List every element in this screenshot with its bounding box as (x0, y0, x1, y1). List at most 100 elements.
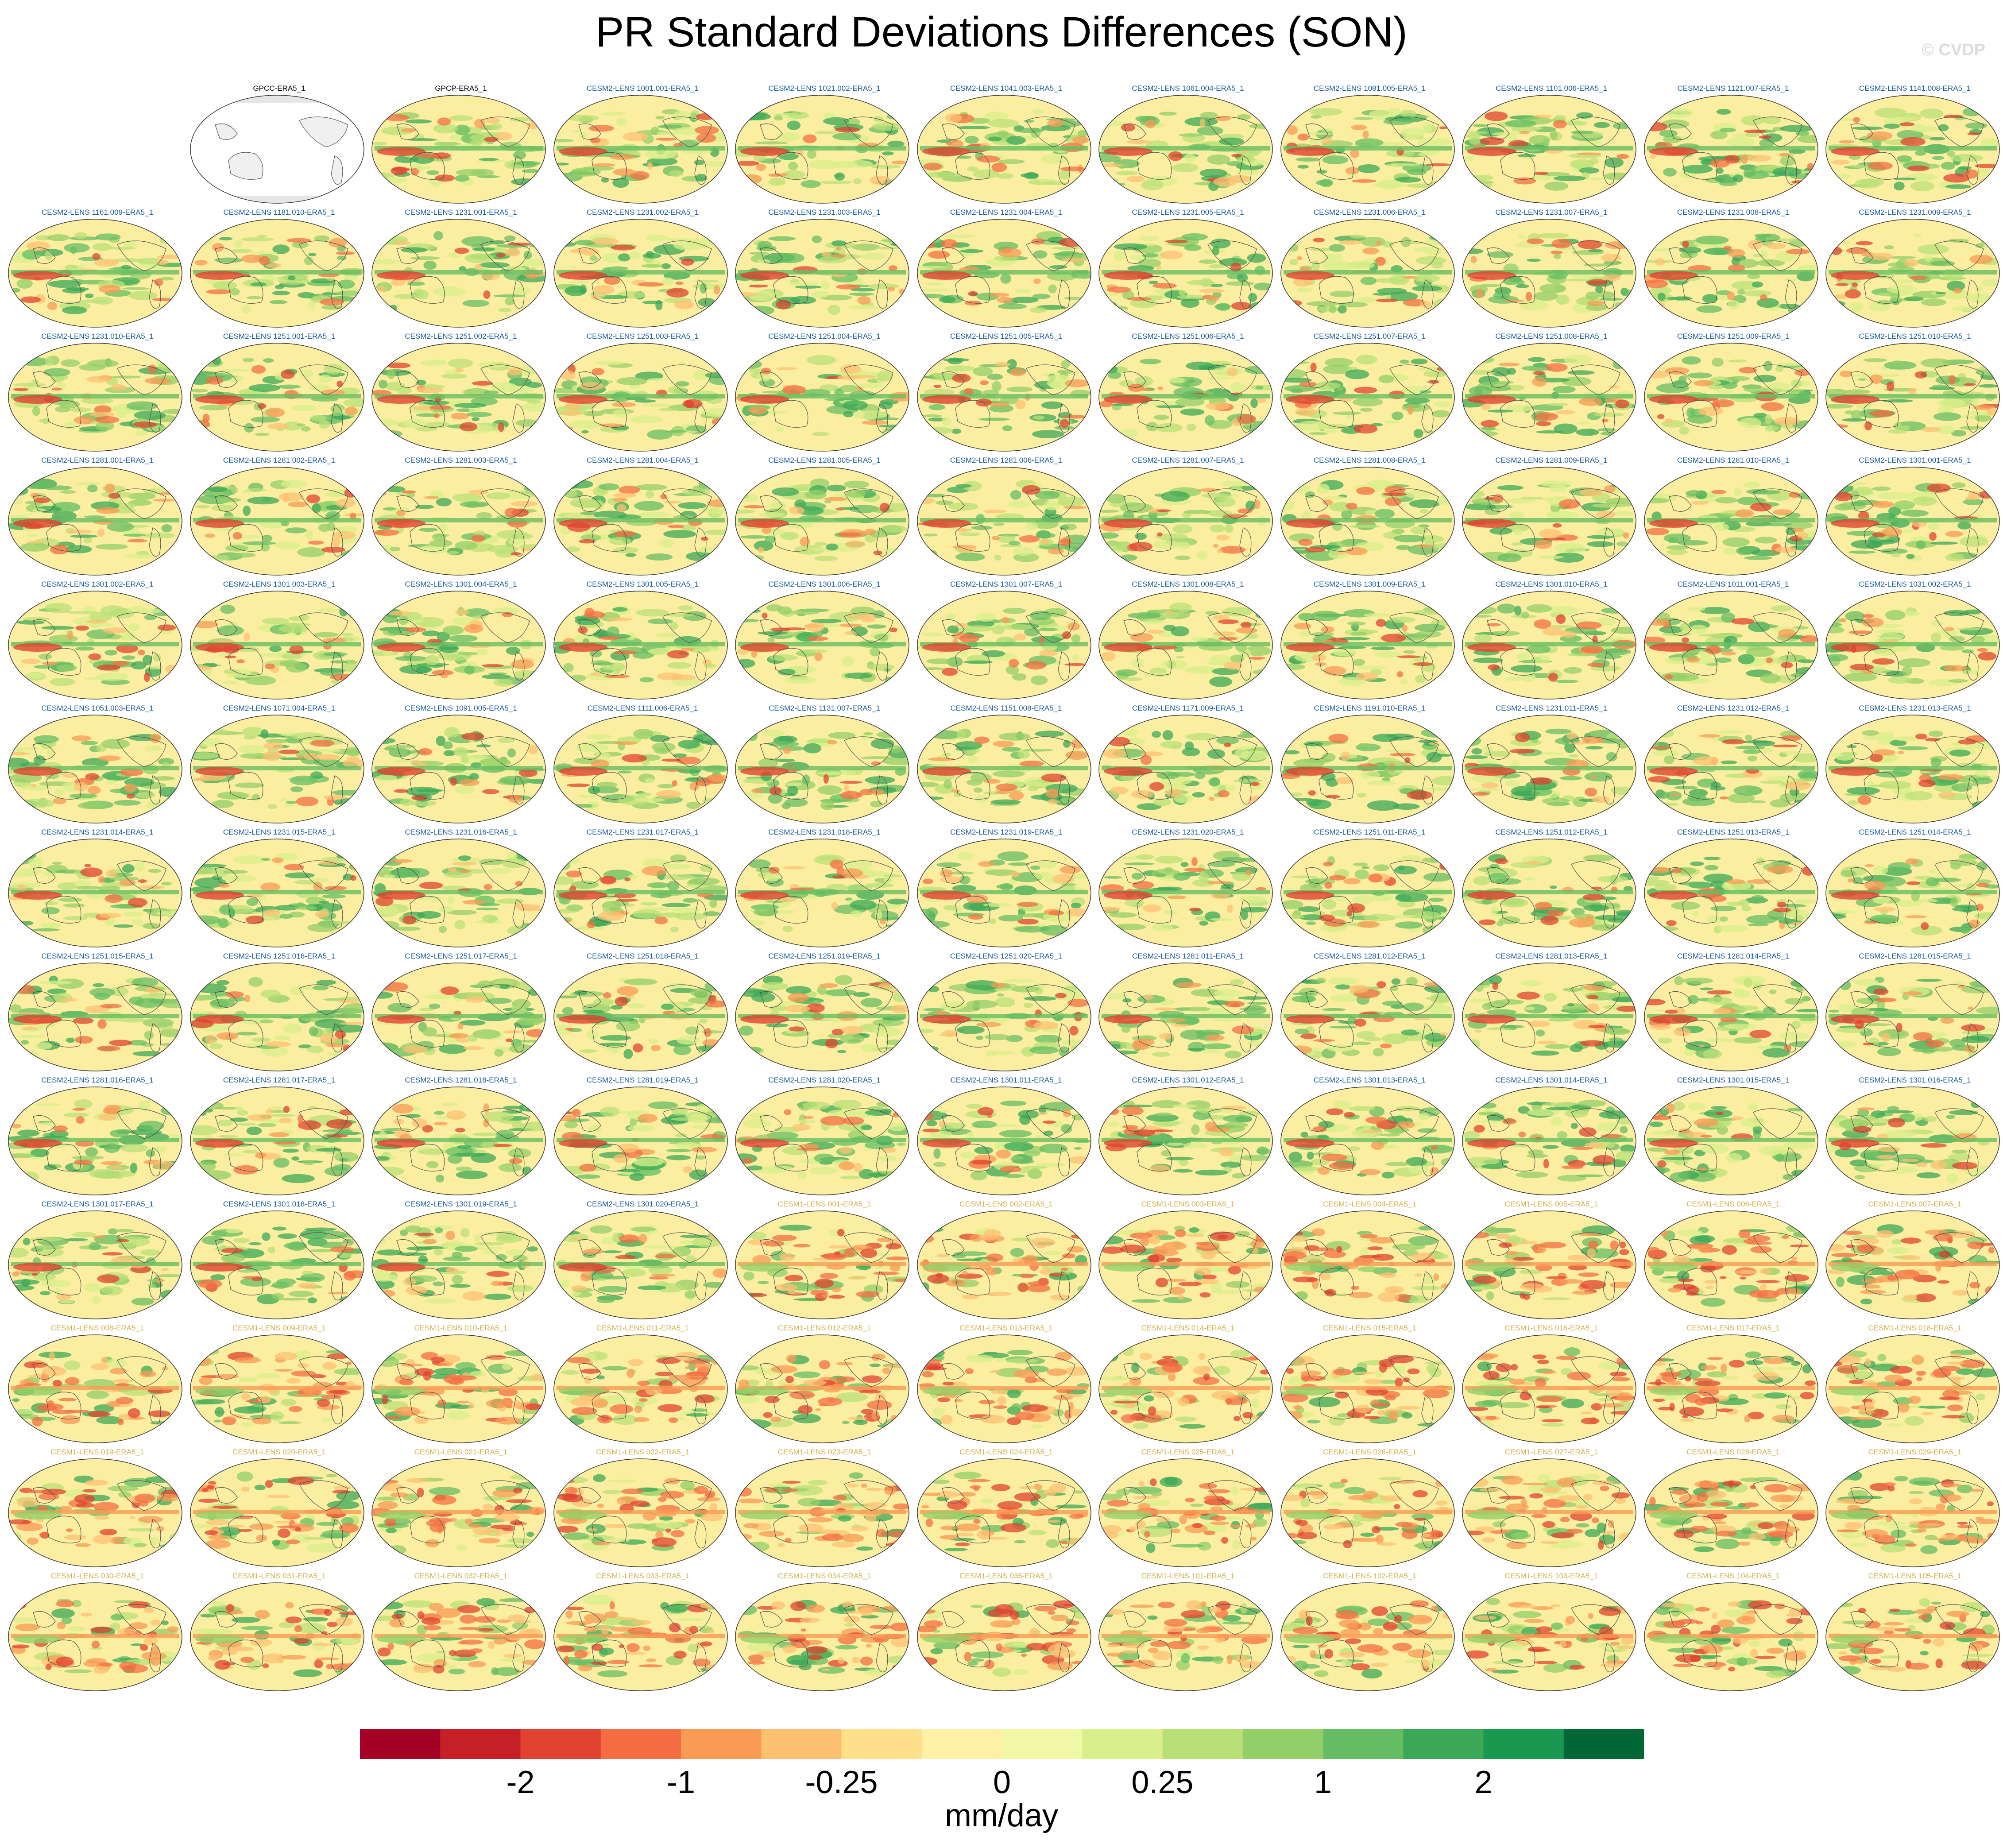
map-panel: GPCC-ERA5_1 (189, 84, 370, 208)
panel-label: CESM1-LENS 014-ERA5_1 (1141, 1324, 1235, 1332)
colorbar-tick-label: -2 (506, 1765, 535, 1800)
map-image (8, 1458, 182, 1567)
panel-label: CESM2-LENS 1301.006-ERA5_1 (768, 580, 881, 588)
map-panel: CESM2-LENS 1231.013-ERA5_1 (1824, 704, 2003, 828)
map-image (1643, 343, 1818, 452)
panel-label: CESM1-LENS 027-ERA5_1 (1504, 1448, 1598, 1456)
map-image (1280, 1086, 1455, 1195)
map-image (189, 839, 364, 947)
panel-label: CESM2-LENS 1301.005-ERA5_1 (586, 580, 699, 588)
panel-label: CESM2-LENS 1281.012-ERA5_1 (1313, 952, 1426, 960)
map-panel: CESM2-LENS 1231.003-ERA5_1 (734, 208, 915, 332)
panel-label: CESM2-LENS 1231.001-ERA5_1 (405, 208, 517, 217)
panel-label: CESM1-LENS 035-ERA5_1 (959, 1572, 1053, 1580)
map-image (916, 95, 1091, 204)
panel-label: CESM1-LENS 031-ERA5_1 (232, 1572, 326, 1580)
map-image (371, 219, 546, 328)
map-panel: CESM2-LENS 1051.003-ERA5_1 (7, 704, 188, 828)
panel-label: CESM2-LENS 1251.019-ERA5_1 (768, 952, 881, 960)
map-image (1825, 715, 2000, 823)
map-image (1462, 467, 1636, 576)
panel-label: CESM2-LENS 1301.012-ERA5_1 (1132, 1076, 1244, 1084)
panel-label: CESM2-LENS 1051.003-ERA5_1 (41, 704, 154, 712)
colorbar-swatch (681, 1729, 762, 1759)
panel-label: CESM1-LENS 020-ERA5_1 (232, 1448, 326, 1456)
panel-label: CESM1-LENS 006-ERA5_1 (1686, 1200, 1780, 1208)
panel-label: CESM2-LENS 1231.017-ERA5_1 (586, 828, 699, 836)
map-panel: CESM2-LENS 1231.006-ERA5_1 (1279, 208, 1461, 332)
map-image (916, 343, 1091, 452)
panel-label: CESM2-LENS 1061.004-ERA5_1 (1132, 84, 1244, 93)
panel-label: CESM2-LENS 1011.001-ERA5_1 (1677, 580, 1789, 588)
map-panel: CESM1-LENS 011-ERA5_1 (552, 1324, 734, 1448)
panel-label: CESM2-LENS 1251.011-ERA5_1 (1314, 828, 1426, 836)
map-panel: CESM1-LENS 023-ERA5_1 (734, 1448, 915, 1572)
panel-label: CESM2-LENS 1251.006-ERA5_1 (1132, 332, 1244, 340)
map-panel: CESM2-LENS 1301.007-ERA5_1 (916, 580, 1097, 704)
colorbar-swatch (1563, 1729, 1644, 1759)
panel-label: CESM1-LENS 034-ERA5_1 (777, 1572, 871, 1580)
map-panel: CESM1-LENS 019-ERA5_1 (7, 1448, 188, 1572)
cvdp-credit: © CVDP (1921, 41, 1985, 59)
map-image (371, 1210, 546, 1319)
panel-label: CESM1-LENS 030-ERA5_1 (50, 1572, 144, 1580)
map-image (1462, 219, 1636, 328)
map-panel: CESM1-LENS 003-ERA5_1 (1097, 1200, 1279, 1324)
panel-label: CESM2-LENS 1301.016-ERA5_1 (1859, 1076, 1971, 1084)
map-panel: CESM2-LENS 1281.019-ERA5_1 (552, 1076, 734, 1200)
map-image (189, 1210, 364, 1319)
panel-label: CESM2-LENS 1251.014-ERA5_1 (1859, 828, 1971, 836)
map-image (8, 467, 182, 576)
panel-label: CESM1-LENS 028-ERA5_1 (1686, 1448, 1780, 1456)
map-image (8, 1582, 182, 1691)
map-panel: CESM1-LENS 014-ERA5_1 (1097, 1324, 1279, 1448)
colorbar (360, 1729, 1644, 1759)
map-image (371, 591, 546, 700)
map-image (735, 1458, 909, 1567)
map-image (371, 1086, 546, 1195)
map-image (1643, 467, 1818, 576)
map-panel: CESM1-LENS 105-ERA5_1 (1824, 1572, 2003, 1696)
map-panel: CESM2-LENS 1251.003-ERA5_1 (552, 332, 734, 456)
map-panel: CESM2-LENS 1281.007-ERA5_1 (1097, 456, 1279, 580)
map-panel: CESM2-LENS 1251.010-ERA5_1 (1824, 332, 2003, 456)
map-image (1462, 1582, 1636, 1691)
panel-label: CESM2-LENS 1231.005-ERA5_1 (1132, 208, 1244, 217)
map-panel: CESM2-LENS 1281.016-ERA5_1 (7, 1076, 188, 1200)
map-image (735, 963, 909, 1071)
map-panel: CESM1-LENS 102-ERA5_1 (1279, 1572, 1461, 1696)
colorbar-swatch (1002, 1729, 1083, 1759)
map-panel: CESM1-LENS 025-ERA5_1 (1097, 1448, 1279, 1572)
map-panel: CESM1-LENS 013-ERA5_1 (916, 1324, 1097, 1448)
map-panel: CESM2-LENS 1251.007-ERA5_1 (1279, 332, 1461, 456)
map-image (1098, 343, 1273, 452)
map-image (1280, 839, 1455, 947)
map-panel: CESM2-LENS 1281.006-ERA5_1 (916, 456, 1097, 580)
panel-label: CESM2-LENS 1231.020-ERA5_1 (1132, 828, 1244, 836)
map-panel: CESM2-LENS 1301.005-ERA5_1 (552, 580, 734, 704)
panel-label: CESM1-LENS 013-ERA5_1 (959, 1324, 1053, 1332)
map-image (8, 1086, 182, 1195)
panel-label: CESM2-LENS 1231.010-ERA5_1 (41, 332, 154, 340)
map-panel: CESM1-LENS 033-ERA5_1 (552, 1572, 734, 1696)
panel-label: CESM2-LENS 1091.005-ERA5_1 (405, 704, 517, 712)
panel-label: CESM2-LENS 1081.005-ERA5_1 (1313, 84, 1426, 93)
map-image (735, 467, 909, 576)
map-image (189, 343, 364, 452)
map-image (553, 963, 728, 1071)
panel-label: CESM1-LENS 011-ERA5_1 (596, 1324, 689, 1332)
map-image (1643, 219, 1818, 328)
panel-label: CESM2-LENS 1281.002-ERA5_1 (223, 456, 336, 464)
map-image (916, 1086, 1091, 1195)
colorbar-tick-label: 0.25 (1131, 1765, 1194, 1800)
colorbar-tick-label: 2 (1474, 1765, 1493, 1800)
map-panel: CESM2-LENS 1231.014-ERA5_1 (7, 828, 188, 952)
panel-label: CESM1-LENS 104-ERA5_1 (1686, 1572, 1780, 1580)
map-panel: CESM2-LENS 1231.008-ERA5_1 (1643, 208, 1824, 332)
map-panel: CESM2-LENS 1301.009-ERA5_1 (1279, 580, 1461, 704)
map-image (735, 219, 909, 328)
map-image (916, 591, 1091, 700)
colorbar-swatch (1162, 1729, 1243, 1759)
map-panel: CESM2-LENS 1141.008-ERA5_1 (1824, 84, 2003, 208)
panel-label: CESM1-LENS 105-ERA5_1 (1868, 1572, 1962, 1580)
